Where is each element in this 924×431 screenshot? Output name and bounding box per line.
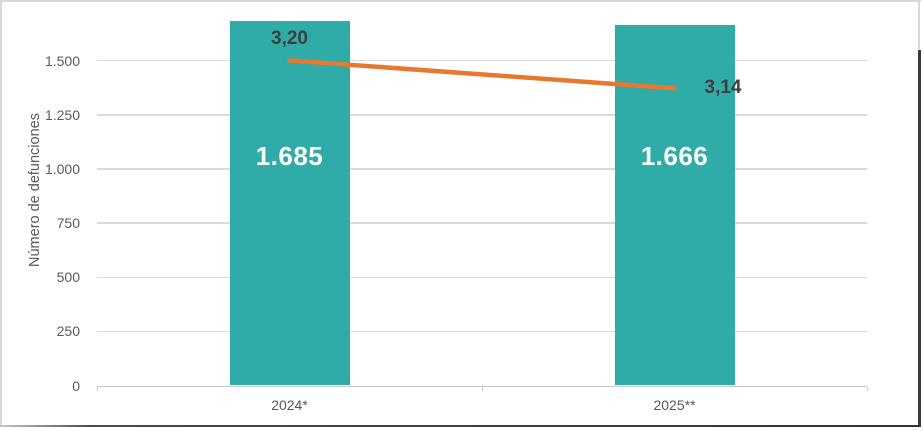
- line-point-label: 3,14: [704, 77, 742, 99]
- x-axis-tick: [482, 386, 484, 391]
- gridline: [97, 60, 867, 62]
- y-tick-label: 1.000: [44, 161, 80, 177]
- gridline: [97, 222, 867, 224]
- x-axis-tick: [867, 386, 869, 391]
- bar-value-label: 1.666: [640, 141, 709, 171]
- gridline: [97, 330, 867, 333]
- rate-line: [287, 58, 677, 91]
- y-tick-label: 500: [56, 269, 80, 286]
- frame-shadow-bottom: [0, 424, 920, 427]
- y-tick-label: 1.250: [44, 106, 80, 123]
- frame-shadow-right: [918, 50, 921, 427]
- frame-border-left: [0, 0, 2, 427]
- frame-border-top: [0, 0, 921, 2]
- y-tick-label: 1.500: [44, 52, 80, 69]
- gridline: [97, 114, 867, 116]
- gridline: [97, 168, 867, 170]
- x-tick-label: 2024*: [271, 397, 308, 413]
- x-tick-label: 2025**: [653, 397, 696, 413]
- bar-2024*: [229, 20, 350, 386]
- x-axis-line: [97, 385, 867, 387]
- y-tick-label: 750: [56, 215, 80, 232]
- frame-border-right: [918, 0, 920, 50]
- y-tick-label: 250: [56, 323, 80, 340]
- line-point-label: 3,20: [271, 28, 308, 50]
- x-axis-tick: [97, 386, 99, 391]
- y-tick-label: 0: [72, 377, 80, 394]
- bar-value-label: 1.685: [255, 141, 324, 171]
- gridline: [97, 276, 867, 278]
